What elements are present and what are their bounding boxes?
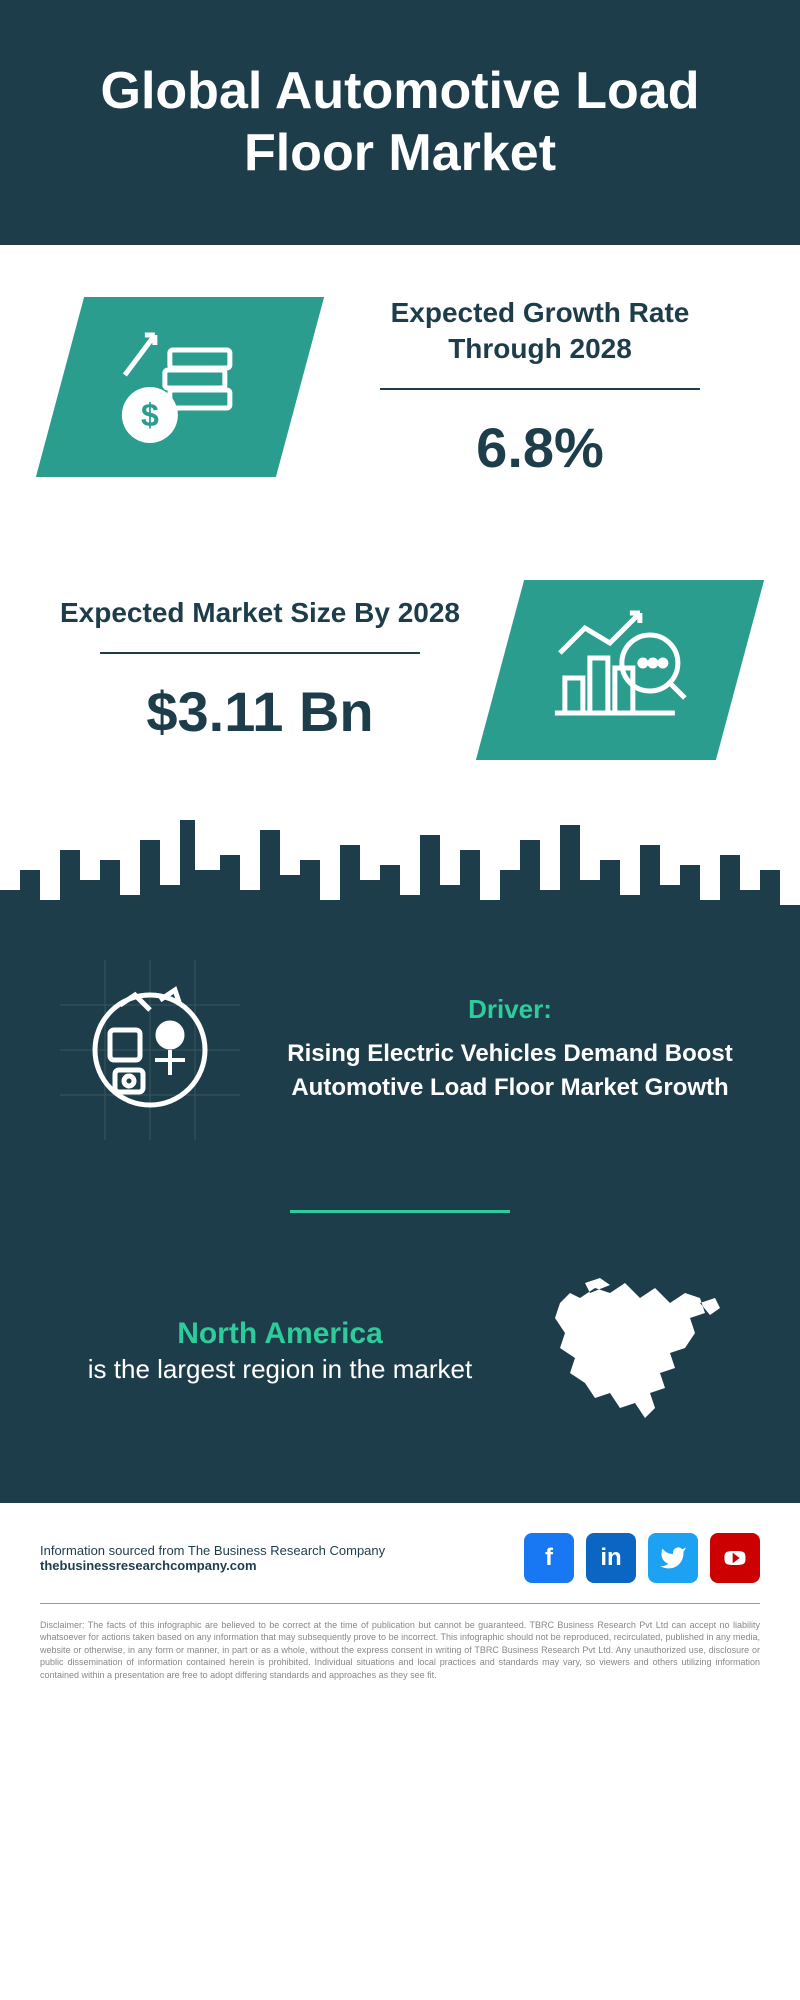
source-url: thebusinessresearchcompany.com [40,1558,385,1573]
divider [100,652,420,654]
skyline-graphic [0,810,800,930]
linkedin-icon[interactable]: in [586,1533,636,1583]
region-description: is the largest region in the market [60,1351,500,1387]
driver-description: Rising Electric Vehicles Demand Boost Au… [280,1037,740,1104]
facebook-icon[interactable]: f [524,1533,574,1583]
region-text-block: North America is the largest region in t… [60,1317,500,1387]
header-banner: Global Automotive Load Floor Market [0,0,800,245]
growth-rate-value: 6.8% [340,415,740,480]
twitter-icon[interactable] [648,1533,698,1583]
analytics-icon [545,602,695,732]
growth-rate-section: $ Expected Growth Rate Through 2028 6.8% [0,245,800,530]
market-size-stat: Expected Market Size By 2028 $3.11 Bn [60,595,460,743]
svg-text:$: $ [141,397,159,433]
youtube-icon[interactable] [710,1533,760,1583]
growth-rate-stat: Expected Growth Rate Through 2028 6.8% [340,295,740,480]
growth-rate-label: Expected Growth Rate Through 2028 [340,295,740,368]
section-divider [290,1210,510,1213]
money-growth-icon: $ [110,320,250,450]
social-icons: f in [524,1533,760,1583]
growth-rate-icon-bg: $ [36,297,324,477]
region-highlight: North America [60,1317,500,1351]
page-title: Global Automotive Load Floor Market [40,60,760,185]
footer-top-row: Information sourced from The Business Re… [40,1533,760,1604]
divider [380,388,700,390]
driver-text-block: Driver: Rising Electric Vehicles Demand … [280,994,740,1104]
driver-row: Driver: Rising Electric Vehicles Demand … [0,930,800,1170]
north-america-map-icon [540,1273,740,1433]
market-size-value: $3.11 Bn [60,679,460,744]
market-size-section: Expected Market Size By 2028 $3.11 Bn [0,530,800,810]
region-row: North America is the largest region in t… [0,1253,800,1453]
dark-info-section: Driver: Rising Electric Vehicles Demand … [0,810,800,1503]
market-size-icon-bg [476,580,764,760]
driver-icon [60,960,240,1140]
source-text: Information sourced from The Business Re… [40,1543,385,1573]
footer: Information sourced from The Business Re… [0,1503,800,1702]
market-size-label: Expected Market Size By 2028 [60,595,460,631]
disclaimer-text: Disclaimer: The facts of this infographi… [40,1619,760,1682]
driver-label: Driver: [280,994,740,1025]
source-line: Information sourced from The Business Re… [40,1543,385,1558]
